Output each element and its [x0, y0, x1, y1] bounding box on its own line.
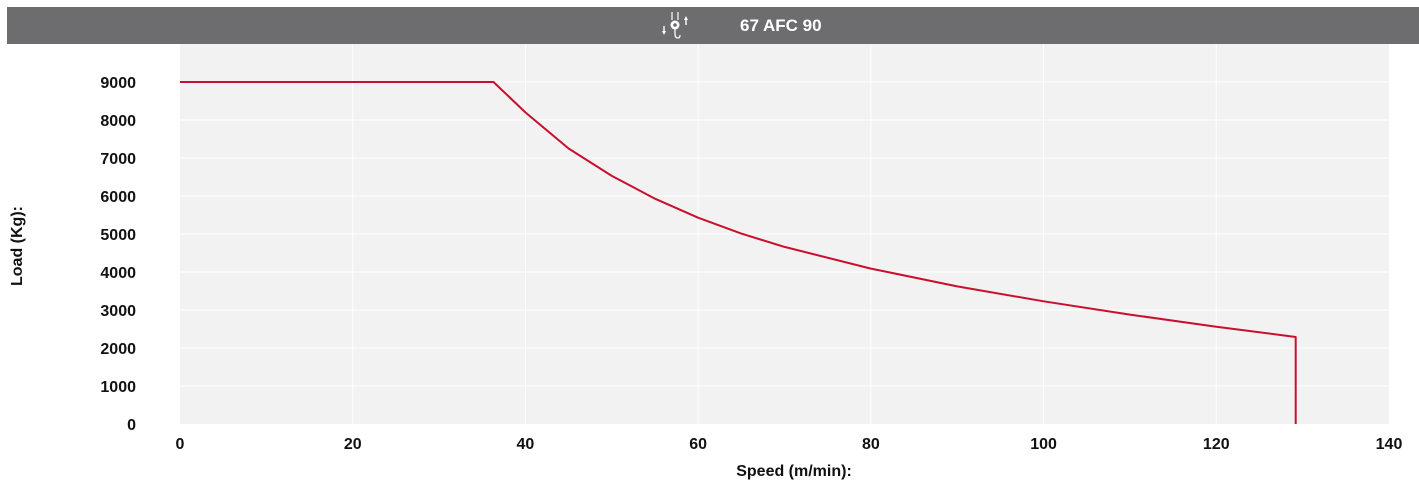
x-tick-label: 80	[862, 436, 880, 453]
x-axis-ticks: 0 20 40 60 80 100 120 140	[176, 436, 1403, 453]
y-tick-label: 5000	[100, 227, 136, 244]
y-tick-label: 8000	[100, 113, 136, 130]
x-axis-label: Speed (m/min):	[736, 463, 852, 480]
x-tick-label: 40	[517, 436, 535, 453]
y-tick-label: 3000	[100, 303, 136, 320]
x-tick-label: 0	[176, 436, 185, 453]
chart-title: 67 AFC 90	[740, 16, 822, 35]
y-tick-label: 9000	[100, 75, 136, 92]
x-tick-label: 20	[344, 436, 362, 453]
y-tick-label: 7000	[100, 151, 136, 168]
y-tick-label: 2000	[100, 341, 136, 358]
y-axis-ticks: 0 1000 2000 3000 4000 5000 6000 7000 8000 9000	[100, 75, 136, 434]
y-tick-label: 1000	[100, 379, 136, 396]
grid-lines	[180, 44, 1389, 424]
x-tick-label: 60	[689, 436, 707, 453]
series-group	[180, 81, 1297, 424]
hoist-hook-icon	[662, 12, 688, 39]
y-tick-label: 0	[127, 417, 136, 434]
y-tick-label: 6000	[100, 189, 136, 206]
x-tick-label: 100	[1030, 436, 1057, 453]
chart-title-bar: 67 AFC 90	[7, 7, 1419, 44]
y-axis-label: Load (Kg):	[9, 206, 26, 286]
y-tick-label: 4000	[100, 265, 136, 282]
x-tick-label: 140	[1376, 436, 1403, 453]
x-tick-label: 120	[1203, 436, 1230, 453]
series-line	[180, 81, 1297, 424]
